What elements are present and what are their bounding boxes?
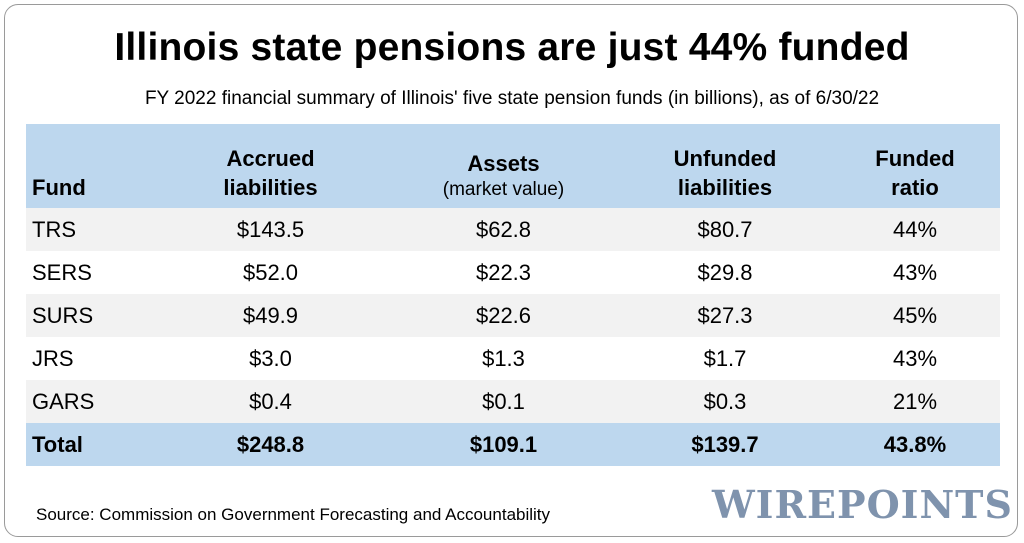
- cell-unfunded: $0.3: [703, 388, 747, 414]
- cell-fund: SURS: [32, 302, 94, 328]
- cell-accrued: $3.0: [249, 345, 292, 371]
- cell-accrued: $49.9: [242, 302, 299, 328]
- cell-ratio: 45%: [892, 302, 938, 328]
- table-row: JRS $3.0 $1.3 $1.7 43%: [26, 337, 1000, 380]
- cell-accrued: $0.4: [249, 388, 292, 414]
- cell-ratio: 43%: [892, 259, 938, 285]
- header-accrued-liabilities: Accrued liabilities: [154, 124, 387, 208]
- header-accrued-line1: Accrued: [226, 146, 315, 171]
- header-fund-label: Fund: [32, 175, 86, 200]
- table-row: SERS $52.0 $22.3 $29.8 43%: [26, 251, 1000, 294]
- cell-unfunded: $27.3: [697, 302, 753, 328]
- table-row: SURS $49.9 $22.6 $27.3 45%: [26, 294, 1000, 337]
- wirepoints-logo: WIREPOINTS: [712, 482, 1013, 527]
- cell-assets: $0.1: [482, 388, 525, 414]
- total-ratio: 43.8%: [883, 431, 947, 457]
- pension-table: Fund Accrued liabilities Assets (market …: [26, 124, 1000, 466]
- cell-unfunded: $29.8: [697, 259, 753, 285]
- header-assets: Assets (market value): [387, 124, 620, 208]
- cell-unfunded: $1.7: [703, 345, 747, 371]
- total-accrued: $248.8: [236, 431, 305, 457]
- cell-assets: $62.8: [475, 216, 532, 242]
- card-frame: [4, 4, 1018, 537]
- table-row: TRS $143.5 $62.8 $80.7 44%: [26, 208, 1000, 251]
- cell-ratio: 21%: [892, 388, 938, 414]
- header-unfunded-line1: Unfunded: [673, 146, 777, 171]
- chart-title: Illinois state pensions are just 44% fun…: [114, 26, 910, 69]
- header-funded-line1: Funded: [875, 146, 955, 171]
- header-unfunded-line2: liabilities: [677, 175, 773, 200]
- header-funded-ratio: Funded ratio: [830, 124, 1000, 208]
- header-fund: Fund: [26, 124, 154, 208]
- header-unfunded-liabilities: Unfunded liabilities: [620, 124, 830, 208]
- cell-assets: $1.3: [482, 345, 525, 371]
- cell-assets: $22.3: [475, 259, 532, 285]
- cell-fund: TRS: [32, 216, 76, 242]
- cell-unfunded: $80.7: [697, 216, 753, 242]
- cell-assets: $22.6: [475, 302, 532, 328]
- cell-ratio: 43%: [892, 345, 938, 371]
- table-row: GARS $0.4 $0.1 $0.3 21%: [26, 380, 1000, 423]
- cell-accrued: $143.5: [236, 216, 305, 242]
- cell-ratio: 44%: [892, 216, 938, 242]
- header-funded-line2: ratio: [891, 175, 939, 200]
- total-row: Total $248.8 $109.1 $139.7 43.8%: [26, 423, 1000, 466]
- header-assets-line1: Assets: [467, 151, 540, 176]
- total-unfunded: $139.7: [691, 431, 759, 457]
- cell-accrued: $52.0: [242, 259, 299, 285]
- cell-fund: JRS: [32, 345, 74, 371]
- total-assets: $109.1: [469, 431, 538, 457]
- chart-subtitle: FY 2022 financial summary of Illinois' f…: [144, 88, 880, 109]
- cell-fund: GARS: [32, 388, 95, 414]
- cell-fund: SERS: [32, 259, 92, 285]
- total-label: Total: [32, 431, 83, 457]
- header-row: Fund Accrued liabilities Assets (market …: [26, 124, 1000, 208]
- header-assets-sub: (market value): [442, 179, 565, 200]
- source-note: Source: Commission on Government Forecas…: [36, 505, 551, 524]
- header-accrued-line2: liabilities: [223, 175, 318, 200]
